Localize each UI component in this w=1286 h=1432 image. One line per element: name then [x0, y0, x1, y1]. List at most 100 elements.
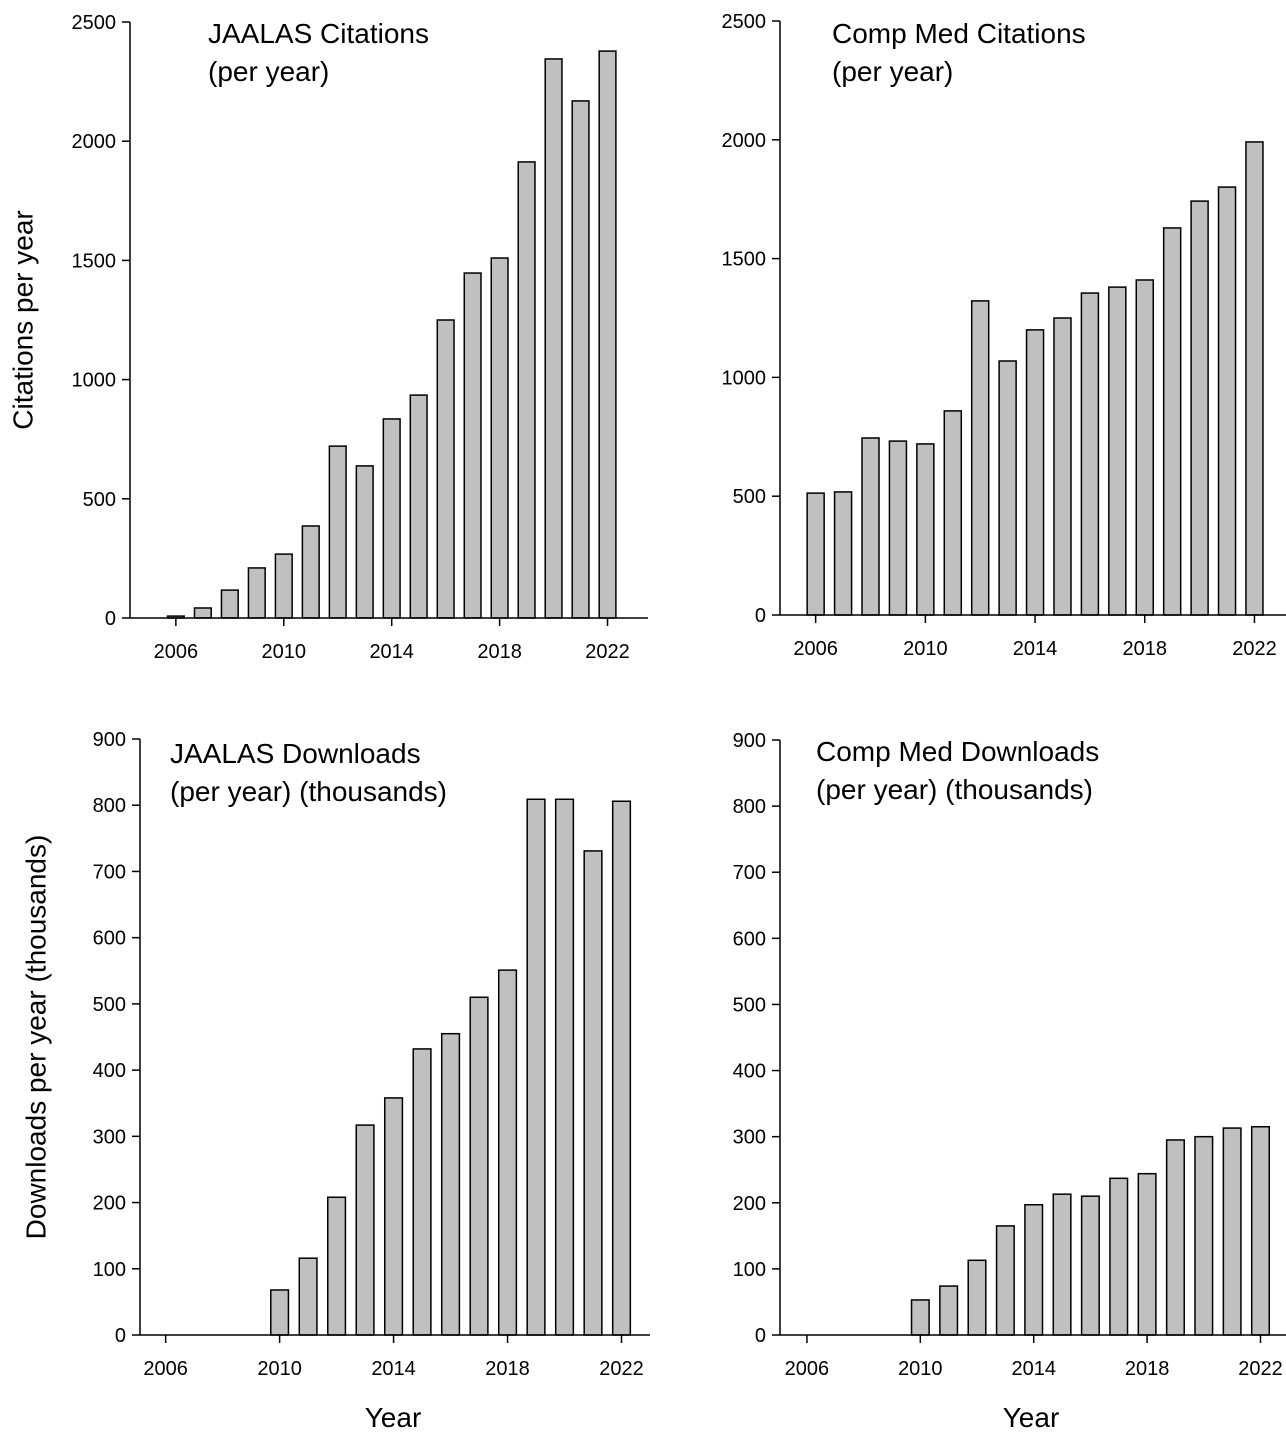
chart-title: JAALAS Downloads	[170, 738, 421, 769]
x-tick-label: 2022	[1232, 638, 1277, 660]
bar	[526, 798, 546, 1336]
y-tick-label: 1000	[722, 367, 767, 389]
bar	[861, 437, 880, 616]
bar	[1245, 141, 1264, 616]
y-tick-label: 1000	[72, 370, 117, 392]
y-tick-label: 2500	[722, 11, 767, 33]
bar	[833, 491, 853, 616]
bar	[1165, 1139, 1185, 1336]
bar	[1135, 279, 1155, 616]
bar	[497, 969, 518, 1336]
bar	[970, 300, 990, 616]
bar	[1052, 1193, 1072, 1336]
bar	[571, 100, 590, 619]
y-tick-label: 2000	[722, 130, 767, 152]
chart-title: Comp Med Downloads	[816, 736, 1099, 767]
x-tick-label: 2010	[262, 641, 307, 663]
y-tick-label: 500	[733, 994, 766, 1016]
y-tick-label: 0	[105, 608, 116, 630]
bar	[1109, 1177, 1129, 1336]
bar	[469, 996, 489, 1336]
bar	[355, 1124, 375, 1336]
y-tick-label: 700	[93, 861, 126, 883]
bar	[1053, 317, 1072, 616]
bar	[1162, 227, 1182, 616]
y-tick-label: 0	[755, 1325, 766, 1347]
y-tick-label: 800	[93, 795, 126, 817]
bar	[916, 443, 935, 616]
y-tick-label: 100	[93, 1259, 126, 1281]
bar	[440, 1032, 461, 1336]
y-tick-label: 400	[733, 1061, 766, 1083]
bar	[301, 525, 320, 619]
bar	[806, 492, 825, 616]
y-tick-label: 300	[733, 1127, 766, 1149]
chart-subtitle: (per year) (thousands)	[170, 776, 447, 807]
y-tick-label: 600	[733, 928, 766, 950]
x-tick-label: 2018	[1125, 1358, 1170, 1380]
bar	[490, 257, 509, 619]
bar	[1080, 292, 1100, 616]
y-tick-label: 400	[93, 1060, 126, 1082]
chart-title: JAALAS Citations	[208, 18, 429, 49]
x-tick-label: 2018	[485, 1358, 530, 1380]
y-tick-label: 2000	[72, 131, 117, 153]
bar	[355, 465, 374, 619]
x-tick-label: 2006	[793, 638, 838, 660]
bar	[995, 1225, 1015, 1336]
y-tick-label: 200	[93, 1193, 126, 1215]
bar	[1024, 1204, 1044, 1336]
bar	[436, 319, 455, 619]
bar	[382, 418, 401, 619]
x-tick-label: 2014	[1013, 638, 1058, 660]
bar	[383, 1097, 404, 1336]
y-axis-label: Citations per year	[7, 210, 38, 429]
chart-subtitle: (per year)	[832, 56, 953, 87]
bar	[274, 553, 293, 619]
bar	[1194, 1135, 1214, 1336]
y-tick-label: 900	[93, 729, 126, 751]
bar	[1222, 1127, 1242, 1336]
y-tick-label: 600	[93, 928, 126, 950]
x-tick-label: 2018	[477, 641, 522, 663]
bar	[328, 445, 347, 619]
y-tick-label: 500	[83, 489, 116, 511]
bar	[409, 394, 428, 619]
y-tick-label: 1500	[72, 250, 117, 272]
y-axis-label: Downloads per year (thousands)	[20, 835, 51, 1240]
x-tick-label: 2022	[599, 1358, 644, 1380]
bar	[967, 1259, 987, 1336]
bar	[1250, 1126, 1271, 1336]
bar	[598, 50, 617, 619]
x-tick-label: 2014	[369, 641, 414, 663]
bar	[1137, 1172, 1157, 1336]
y-tick-label: 500	[93, 994, 126, 1016]
x-tick-label: 2006	[785, 1358, 830, 1380]
x-tick-label: 2006	[143, 1358, 188, 1380]
bar	[939, 1285, 959, 1336]
x-tick-label: 2014	[371, 1358, 416, 1380]
bar	[220, 589, 239, 619]
y-tick-label: 200	[733, 1193, 766, 1215]
bar	[1108, 286, 1127, 616]
y-tick-label: 800	[733, 796, 766, 818]
bar	[463, 272, 482, 619]
bar	[1217, 186, 1237, 616]
bar	[998, 360, 1017, 616]
bar	[247, 567, 266, 619]
x-tick-label: 2018	[1123, 638, 1168, 660]
bar	[327, 1196, 347, 1336]
bar	[583, 850, 603, 1336]
chart-subtitle: (per year) (thousands)	[816, 774, 1093, 805]
x-tick-label: 2014	[1011, 1358, 1056, 1380]
y-tick-label: 500	[733, 486, 766, 508]
x-axis-label: Year	[1003, 1402, 1060, 1432]
bar	[611, 800, 632, 1336]
bar	[1190, 200, 1209, 616]
y-tick-label: 300	[93, 1126, 126, 1148]
bar	[193, 607, 212, 619]
bar	[1080, 1195, 1100, 1336]
bar	[943, 410, 963, 616]
x-axis-label: Year	[365, 1402, 422, 1432]
